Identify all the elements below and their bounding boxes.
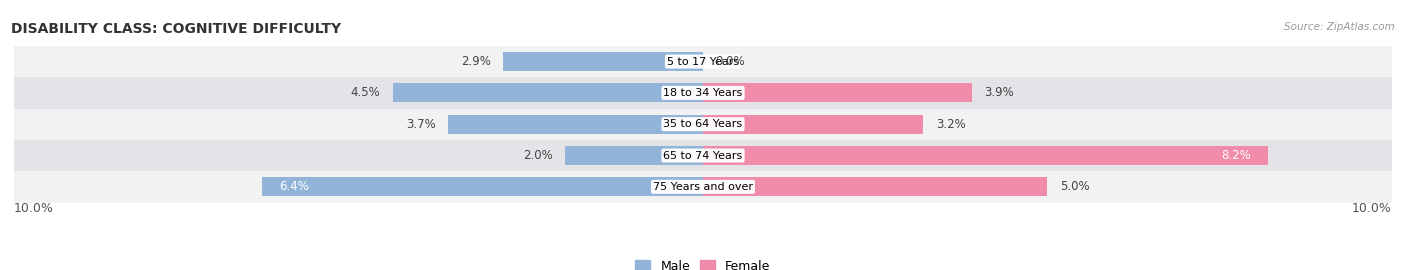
Text: 4.5%: 4.5% (352, 86, 381, 99)
Bar (14, 46, 1392, 77)
Text: 3.7%: 3.7% (406, 118, 436, 131)
Legend: Male, Female: Male, Female (630, 255, 776, 270)
Text: 0.0%: 0.0% (716, 55, 745, 68)
Text: 6.4%: 6.4% (280, 180, 309, 193)
Text: 8.2%: 8.2% (1220, 149, 1251, 162)
Bar (14, 77, 1392, 109)
Text: 18 to 34 Years: 18 to 34 Years (664, 88, 742, 98)
Text: 2.0%: 2.0% (523, 149, 553, 162)
Text: 3.2%: 3.2% (936, 118, 966, 131)
Bar (14, 140, 1392, 171)
Text: 5.0%: 5.0% (1060, 180, 1090, 193)
Text: DISABILITY CLASS: COGNITIVE DIFFICULTY: DISABILITY CLASS: COGNITIVE DIFFICULTY (11, 22, 342, 36)
Text: 35 to 64 Years: 35 to 64 Years (664, 119, 742, 129)
Text: 10.0%: 10.0% (1353, 202, 1392, 215)
Text: 2.9%: 2.9% (461, 55, 491, 68)
Bar (392, 83, 703, 102)
Bar (14, 109, 1392, 140)
Bar (503, 52, 703, 71)
Text: 5 to 17 Years: 5 to 17 Years (666, 56, 740, 67)
Bar (565, 146, 703, 165)
Text: Source: ZipAtlas.com: Source: ZipAtlas.com (1284, 22, 1395, 32)
Text: 65 to 74 Years: 65 to 74 Years (664, 150, 742, 161)
Bar (703, 83, 972, 102)
Bar (703, 146, 1268, 165)
Text: 75 Years and over: 75 Years and over (652, 182, 754, 192)
Bar (14, 171, 1392, 202)
Bar (449, 115, 703, 134)
Bar (262, 177, 703, 196)
Bar (703, 115, 924, 134)
Bar (703, 177, 1047, 196)
Text: 10.0%: 10.0% (14, 202, 53, 215)
Text: 3.9%: 3.9% (984, 86, 1014, 99)
